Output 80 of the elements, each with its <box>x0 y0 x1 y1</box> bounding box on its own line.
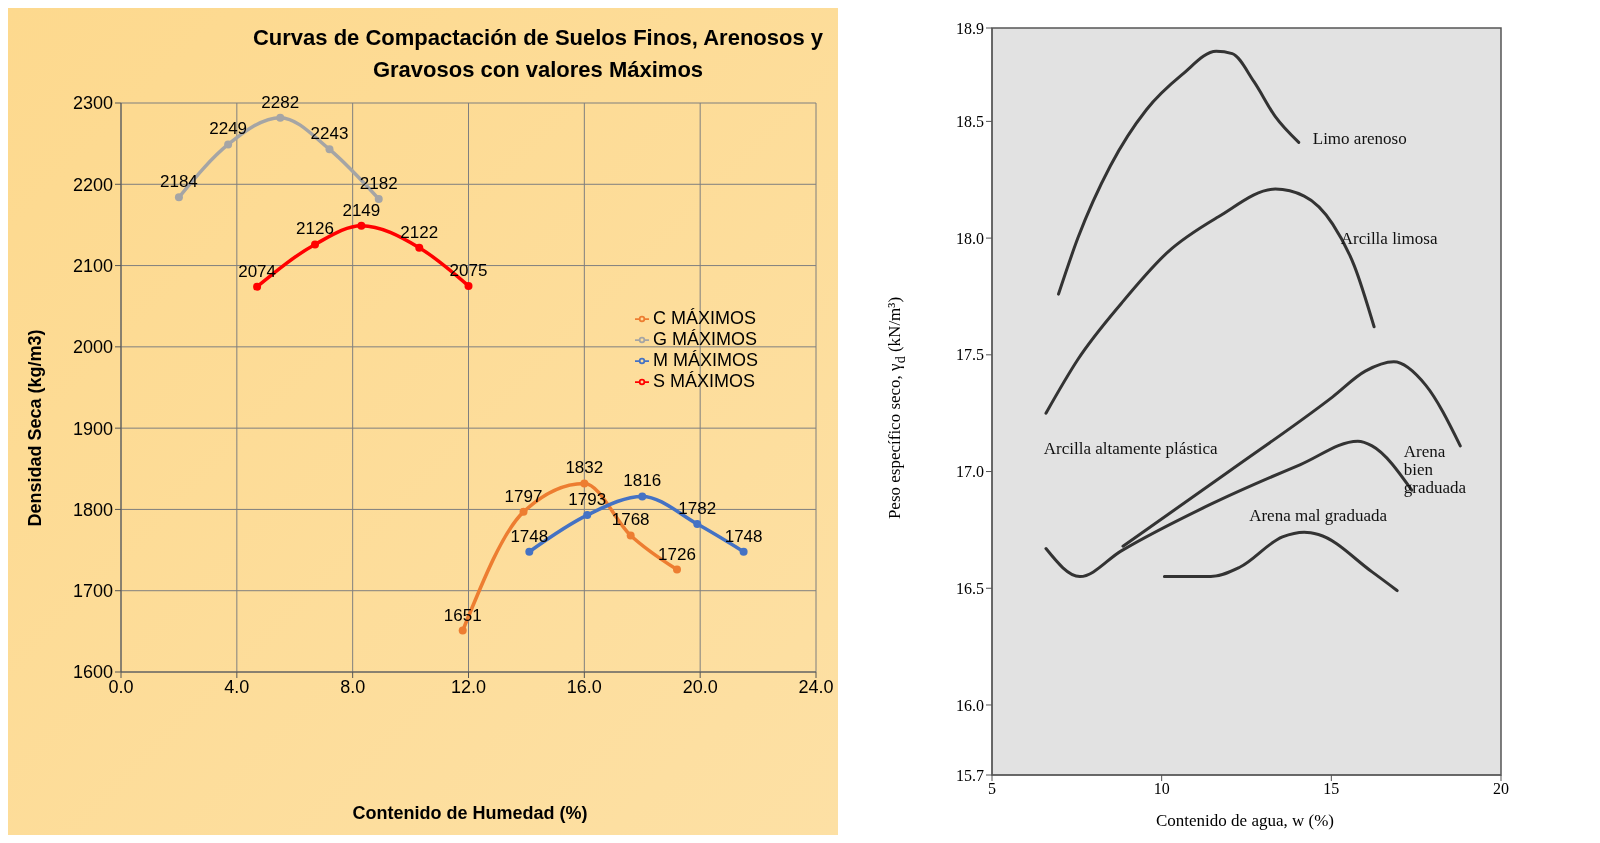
data-label: 2122 <box>400 222 439 242</box>
x-tick-label: 12.0 <box>450 676 487 697</box>
point <box>580 479 589 488</box>
data-label: 2249 <box>209 119 248 139</box>
y-tick-label: 18.9 <box>956 19 984 37</box>
point <box>583 511 592 520</box>
point <box>415 243 424 252</box>
x-tick-label: 10 <box>1153 780 1170 798</box>
data-label: 2184 <box>160 172 198 192</box>
legend-label: G MÁXIMOS <box>652 329 757 349</box>
data-label: 1726 <box>658 544 696 564</box>
data-label: 1748 <box>510 526 549 546</box>
y-tick-label: 17.0 <box>956 463 984 481</box>
data-label: 1793 <box>568 490 607 510</box>
legend-label: S MÁXIMOS <box>652 371 755 391</box>
y-tick-label: 2100 <box>72 255 113 276</box>
data-label: 2075 <box>449 260 488 280</box>
point <box>311 240 320 249</box>
x-tick-label: 24.0 <box>798 676 834 697</box>
x-tick-label: 16.0 <box>566 676 602 697</box>
x-tick-label: 4.0 <box>224 676 250 697</box>
y-tick-label: 18.0 <box>956 229 984 247</box>
series-label: Arena bien graduada <box>1403 442 1467 498</box>
y-axis-title: Densidad Seca (kg/m3) <box>24 329 46 527</box>
y-tick-label: 18.5 <box>956 113 984 131</box>
data-label: 2074 <box>238 261 277 281</box>
data-label: 2243 <box>310 124 349 144</box>
x-axis-title: Contenido de Humedad (%) <box>352 803 588 824</box>
data-label: 2282 <box>261 92 300 112</box>
data-label: 1782 <box>678 499 717 519</box>
y-tick-label: 2200 <box>72 174 113 195</box>
y-tick-label: 1900 <box>72 418 113 439</box>
point <box>174 193 183 202</box>
y-tick-label: 16.0 <box>956 696 984 714</box>
point <box>325 145 334 154</box>
series-label: Limo arenoso <box>1312 129 1407 149</box>
x-axis-title: Contenido de agua, w (%) <box>1156 811 1334 831</box>
point <box>673 565 681 574</box>
y-tick-label: 2300 <box>72 93 113 114</box>
y-tick-label: 17.5 <box>956 346 984 364</box>
data-label: 1748 <box>724 526 763 546</box>
data-label: 1651 <box>443 605 482 625</box>
data-label: 1832 <box>565 458 604 478</box>
y-tick-label: 1700 <box>72 581 113 602</box>
line-series <box>1057 49 1301 296</box>
point <box>693 520 702 529</box>
series-label: Arcilla limosa <box>1340 228 1438 248</box>
legend-label: M MÁXIMOS <box>652 350 758 370</box>
y-tick-label: 2000 <box>72 337 113 358</box>
x-tick-label: 20 <box>1493 780 1509 798</box>
y-tick-label: 15.7 <box>956 766 984 784</box>
point <box>253 282 262 291</box>
y-tick-label: 16.5 <box>956 579 984 597</box>
x-tick-label: 8.0 <box>340 676 366 697</box>
point <box>276 113 285 122</box>
chart-title: Curvas de Compactación de Suelos Finos, Arenosos y Gravosos con valores Máximos <box>251 24 825 84</box>
point <box>224 140 233 149</box>
x-tick-label: 5 <box>988 780 996 798</box>
point <box>458 626 467 635</box>
data-label: 1797 <box>504 486 543 506</box>
data-label: 2149 <box>342 200 381 220</box>
point <box>638 492 647 501</box>
point <box>525 547 534 556</box>
x-tick-label: 15 <box>1323 780 1340 798</box>
point <box>626 531 635 540</box>
point <box>519 507 528 516</box>
data-label: 1768 <box>611 510 650 530</box>
legend-label: C MÁXIMOS <box>652 308 756 328</box>
data-label: 1816 <box>623 471 662 491</box>
y-tick-label: 1800 <box>72 499 113 520</box>
data-label: 2182 <box>359 173 398 193</box>
point <box>464 281 473 290</box>
line-series <box>1162 530 1399 593</box>
point <box>739 547 748 556</box>
x-tick-label: 20.0 <box>682 676 718 697</box>
data-label: 2126 <box>296 219 334 239</box>
series-label: Arcilla altamente plástica <box>1043 438 1218 458</box>
point <box>357 221 366 230</box>
series-label: Arena mal graduada <box>1249 506 1388 526</box>
point <box>374 194 383 203</box>
